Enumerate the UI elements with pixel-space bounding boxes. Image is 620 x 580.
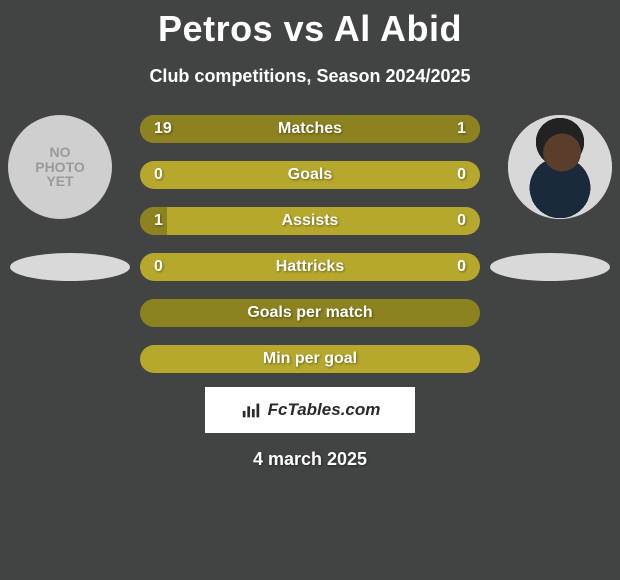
- stat-label: Assists: [140, 207, 480, 235]
- no-photo-placeholder: NOPHOTOYET: [8, 115, 112, 219]
- stat-label: Matches: [140, 115, 480, 143]
- footer-date: 4 march 2025: [0, 449, 620, 470]
- bar-chart-icon: [240, 399, 262, 421]
- stat-bar: Goals per match: [140, 299, 480, 327]
- brand-text: FcTables.com: [268, 400, 381, 420]
- stat-label: Goals per match: [140, 299, 480, 327]
- player-left-shadow: [10, 253, 130, 281]
- stat-bars: 191Matches 00Goals 10Assists 00Hattricks Goa…: [140, 115, 480, 373]
- stat-bar: 00Hattricks: [140, 253, 480, 281]
- stat-label: Goals: [140, 161, 480, 189]
- brand-badge: FcTables.com: [205, 387, 415, 433]
- stat-label: Hattricks: [140, 253, 480, 281]
- comparison-area: NOPHOTOYET 191Matches 00Goals 10Assists 00H…: [0, 115, 620, 373]
- stat-label: Min per goal: [140, 345, 480, 373]
- player-right-avatar: [508, 115, 612, 219]
- stat-bar: 191Matches: [140, 115, 480, 143]
- page-subtitle: Club competitions, Season 2024/2025: [0, 66, 620, 87]
- stat-bar: Min per goal: [140, 345, 480, 373]
- stat-bar: 10Assists: [140, 207, 480, 235]
- page-title: Petros vs Al Abid: [0, 0, 620, 50]
- player-photo-icon: [508, 115, 612, 219]
- player-left-avatar: NOPHOTOYET: [8, 115, 112, 219]
- player-right-shadow: [490, 253, 610, 281]
- stat-bar: 00Goals: [140, 161, 480, 189]
